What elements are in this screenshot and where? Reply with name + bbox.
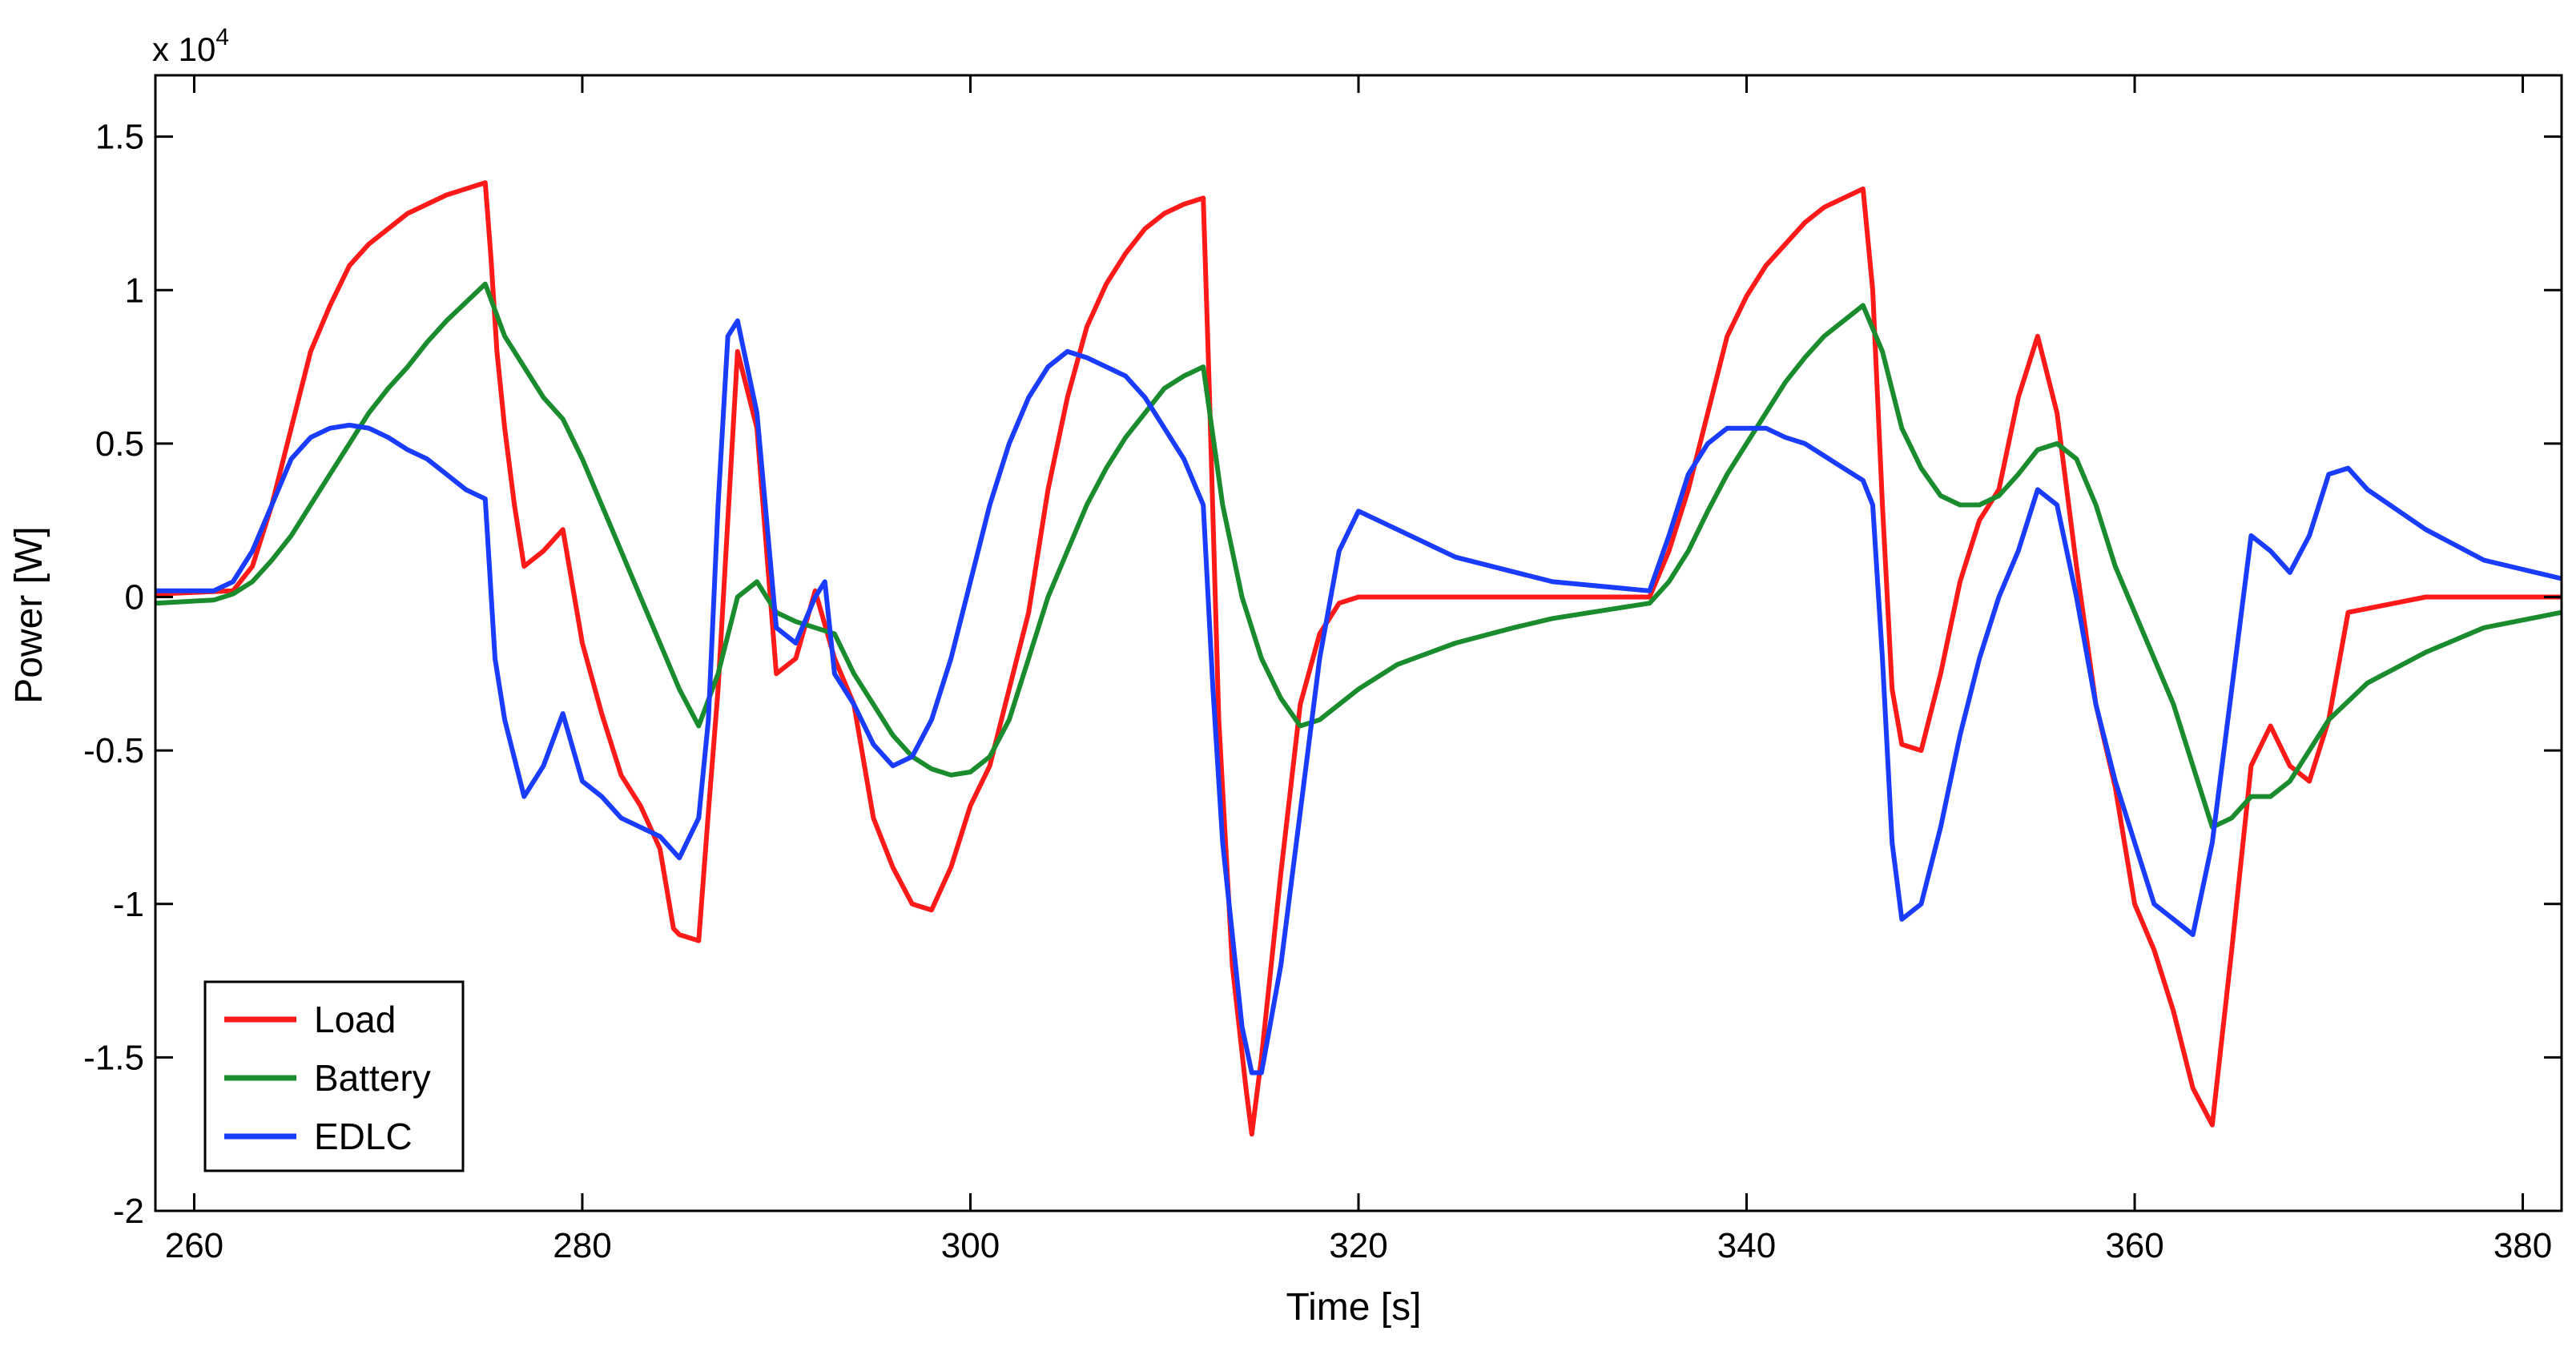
- legend-label-load: Load: [314, 999, 396, 1040]
- y-multiplier-label: x 104: [152, 24, 229, 68]
- legend-label-battery: Battery: [314, 1057, 431, 1099]
- y-tick-label: -1.5: [83, 1038, 144, 1077]
- ticks-layer: 260 280 300 320 340 360 380 -2 -1.5 -1 -0.5 0 0.5 1 1.…: [83, 75, 2562, 1265]
- series-line-edlc: [155, 318, 2562, 1076]
- series-line-load: [155, 180, 2562, 1137]
- legend: Load Battery EDLC: [203, 980, 465, 1172]
- y-tick-label: 0: [125, 578, 144, 617]
- x-tick-label: 380: [2493, 1226, 2552, 1265]
- x-axis-label: Time [s]: [1286, 1286, 1422, 1329]
- x-tick-label: 260: [165, 1226, 223, 1265]
- x-tick-label: 280: [553, 1226, 611, 1265]
- y-tick-label: -0.5: [83, 731, 144, 770]
- x-tick-label: 340: [1717, 1226, 1776, 1265]
- y-tick-label: 1: [125, 271, 144, 310]
- y-tick-label: 1.5: [95, 118, 144, 157]
- y-tick-label: -2: [113, 1192, 144, 1231]
- x-tick-label: 360: [2105, 1226, 2163, 1265]
- series-line-battery: [155, 281, 2562, 830]
- y-tick-label: 0.5: [95, 424, 144, 464]
- series-layer: [155, 180, 2562, 1137]
- x-tick-label: 300: [941, 1226, 1000, 1265]
- x-tick-label: 320: [1329, 1226, 1387, 1265]
- y-axis-label: Power [W]: [8, 526, 50, 703]
- legend-label-edlc: EDLC: [314, 1116, 413, 1157]
- y-tick-label: -1: [113, 885, 144, 924]
